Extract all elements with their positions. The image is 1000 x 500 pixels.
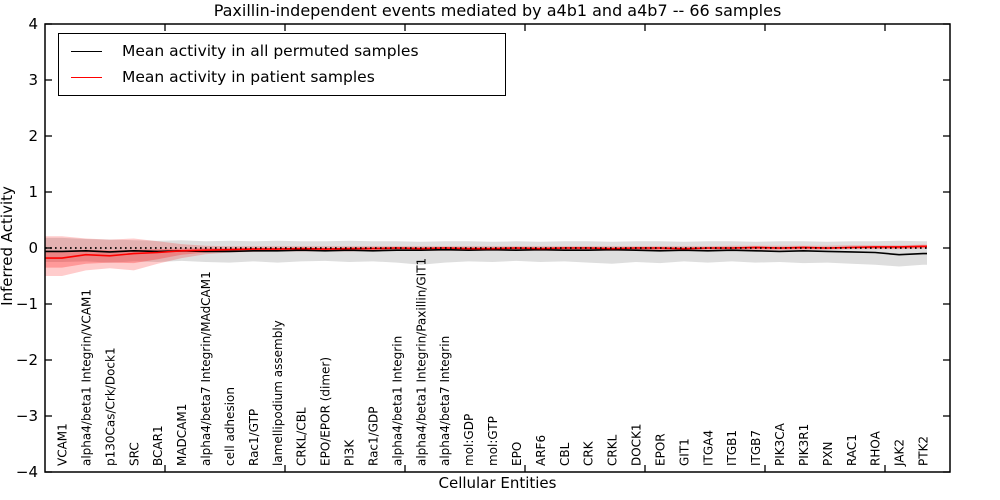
x-category-label: BCAR1	[151, 425, 165, 466]
legend-item-patient: Mean activity in patient samples	[59, 67, 505, 86]
x-category-label: alpha4/beta1 Integrin/Paxillin/GIT1	[414, 258, 428, 466]
x-category-label: ITGA4	[701, 430, 715, 466]
x-category-label: PI3K	[343, 439, 357, 466]
x-category-label: ARF6	[534, 435, 548, 466]
x-category-label: RHOA	[869, 430, 883, 466]
patient-band-outer	[45, 236, 927, 276]
x-category-label: mol:GTP	[486, 416, 500, 466]
x-category-label: alpha4/beta7 Integrin	[438, 336, 452, 466]
x-axis-label: Cellular Entities	[438, 474, 557, 492]
x-category-label: lamellipodium assembly	[271, 320, 285, 466]
x-category-label: EPO	[510, 442, 524, 466]
y-tick-label: −1	[16, 295, 38, 313]
x-category-label: PTK2	[917, 436, 931, 466]
y-tick-label: −2	[16, 351, 38, 369]
x-category-label: cell adhesion	[223, 387, 237, 466]
x-category-label: EPOR	[653, 433, 667, 466]
y-tick-label: 1	[28, 183, 38, 201]
x-category-label: DOCK1	[630, 423, 644, 466]
y-axis-label: Inferred Activity	[0, 186, 16, 306]
legend-label-patient: Mean activity in patient samples	[122, 67, 375, 86]
y-tick-label: −3	[16, 407, 38, 425]
x-category-label: mol:GDP	[462, 414, 476, 466]
y-tick-label: 2	[28, 127, 38, 145]
x-category-label: GIT1	[677, 438, 691, 466]
x-category-label: EPO/EPOR (dimer)	[319, 357, 333, 466]
x-category-label: CBL	[558, 442, 572, 466]
y-tick-label: 0	[28, 239, 38, 257]
legend-line-swatch-red	[71, 76, 102, 78]
legend-label-permuted: Mean activity in all permuted samples	[122, 42, 419, 60]
x-category-label: ITGB1	[725, 430, 739, 466]
x-category-label: alpha4/beta1 Integrin/VCAM1	[79, 289, 93, 466]
y-tick-label: 4	[28, 15, 38, 33]
x-category-label: ITGB7	[749, 430, 763, 466]
x-category-label: PIK3CA	[773, 422, 787, 466]
x-category-label: alpha4/beta7 Integrin/MAdCAM1	[199, 271, 213, 466]
x-category-label: CRKL	[606, 434, 620, 466]
legend-item-permuted: Mean activity in all permuted samples	[59, 42, 505, 60]
x-category-label: VCAM1	[56, 423, 70, 466]
x-category-label: PIK3R1	[797, 424, 811, 466]
x-category-label: Rac1/GDP	[366, 407, 380, 466]
x-category-label: alpha4/beta1 Integrin	[390, 336, 404, 466]
legend: Mean activity in all permuted samples Me…	[58, 33, 506, 96]
y-tick-label: 3	[28, 71, 38, 89]
x-category-label: CRKL/CBL	[295, 407, 309, 466]
x-category-label: Rac1/GTP	[247, 409, 261, 466]
x-category-label: RAC1	[845, 434, 859, 466]
chart-title: Paxillin-independent events mediated by …	[213, 1, 782, 20]
x-category-label: p130Cas/Crk/Dock1	[103, 347, 117, 466]
legend-line-swatch-black	[71, 51, 102, 53]
x-category-label: CRK	[582, 440, 596, 466]
x-category-label: JAK2	[893, 439, 907, 467]
x-category-label: PXN	[821, 442, 835, 466]
x-category-label: SRC	[127, 442, 141, 466]
permuted-confidence-band	[45, 237, 927, 267]
x-category-label: MADCAM1	[175, 404, 189, 466]
y-tick-label: −4	[16, 463, 38, 481]
